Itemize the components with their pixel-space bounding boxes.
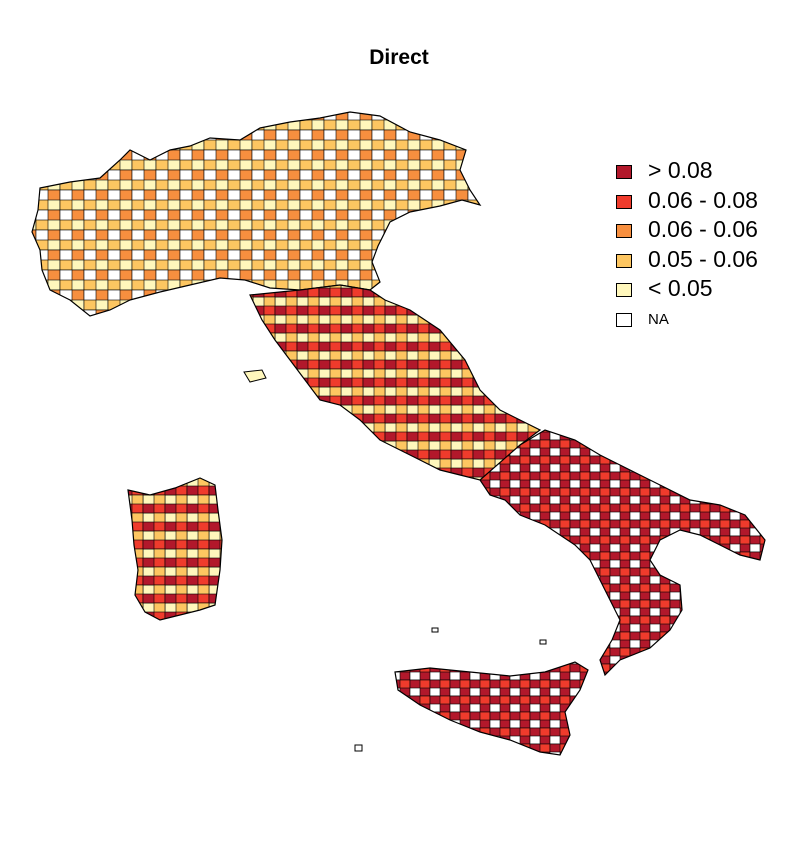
legend-swatch: [616, 253, 632, 268]
legend-label: NA: [648, 310, 669, 328]
legend-label: < 0.05: [648, 275, 713, 301]
legend-label: 0.05 - 0.06: [648, 245, 758, 272]
region-sardinia: [127, 477, 223, 621]
legend-swatch: [616, 312, 632, 327]
legend-label: > 0.08: [648, 157, 713, 183]
region-north: [31, 111, 482, 317]
map-title: Direct: [369, 46, 429, 69]
legend-swatch: [616, 283, 632, 297]
region-sicily: [394, 661, 589, 756]
island-small-2: [431, 627, 439, 633]
region-center: [249, 284, 542, 481]
legend-label: 0.06 - 0.08: [648, 186, 758, 213]
legend-swatch: [616, 224, 632, 238]
region-south: [479, 429, 766, 677]
legend-swatch: [616, 194, 632, 209]
island-small-1: [354, 744, 363, 752]
island-elba: [243, 369, 267, 383]
island-small-3: [539, 639, 547, 645]
legend-label: 0.06 - 0.06: [648, 216, 758, 242]
legend-swatch: [616, 165, 632, 179]
